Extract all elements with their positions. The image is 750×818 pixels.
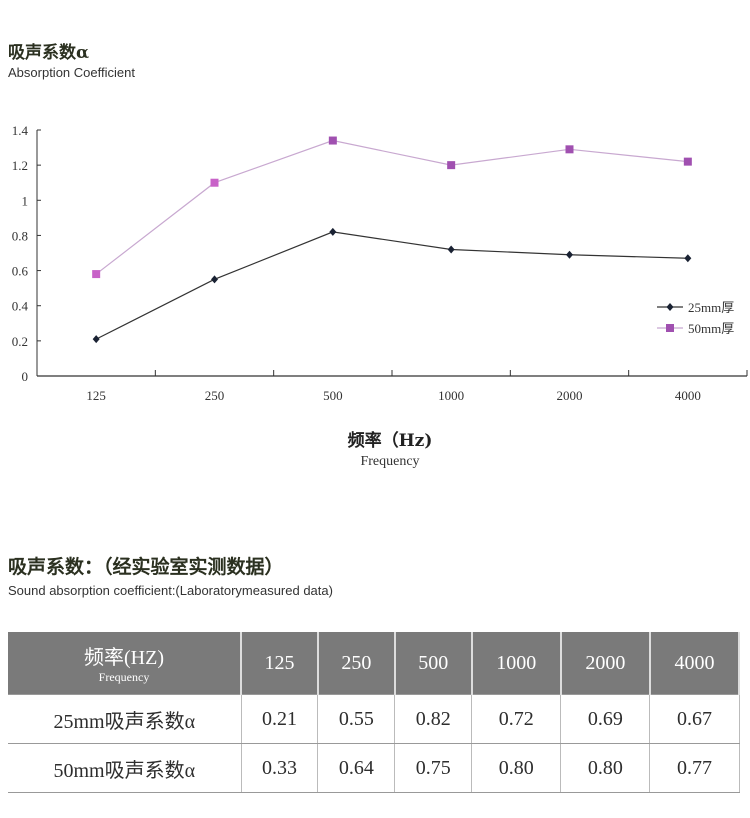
cell: 0.55	[317, 694, 396, 744]
col-header: 250	[317, 632, 396, 695]
absorption-chart: 0 0.2 0.4 0.6 0.8 1 1.2 1.4 125 250 500 1000 2000 400…	[12, 123, 748, 469]
x-axis-label-en: Frequency	[360, 454, 419, 469]
y-tick-label: 0.8	[12, 228, 28, 243]
data-point	[447, 245, 455, 254]
data-point	[683, 157, 692, 166]
col-header: 4000	[649, 632, 741, 695]
data-point	[328, 136, 337, 145]
y-tick-label: 1	[22, 193, 29, 208]
x-tick-label: 250	[205, 388, 225, 403]
y-tick-label: 0.2	[12, 334, 28, 349]
data-point	[684, 254, 692, 263]
absorption-table: 频率(HZ) Frequency 125 250 500 1000 2000 4…	[8, 632, 741, 793]
data-point	[210, 178, 219, 187]
x-tick-label: 4000	[675, 388, 701, 403]
header-label-en: Frequency	[98, 670, 150, 684]
cell: 0.82	[394, 694, 473, 744]
x-tick-label: 125	[86, 388, 106, 403]
header-label: 频率(HZ)	[84, 647, 164, 669]
data-point	[566, 250, 573, 259]
col-header: 500	[394, 632, 473, 695]
x-axis-label: 频率（Hz)	[348, 430, 433, 451]
cell: 0.64	[317, 743, 396, 793]
cell: 0.67	[649, 694, 740, 744]
x-tick-label: 500	[323, 388, 343, 403]
table-row: 25mm吸声系数α 0.21 0.55 0.82 0.72 0.69 0.67	[8, 694, 740, 744]
legend-label: 50mm厚	[688, 321, 734, 336]
series-line-25mm厚	[95, 231, 688, 340]
legend-label: 25mm厚	[688, 300, 734, 315]
row-label: 25mm吸声系数α	[8, 694, 242, 744]
y-tick-label: 0.6	[12, 264, 29, 279]
cell: 0.72	[471, 694, 562, 744]
x-tick-label: 1000	[438, 388, 464, 403]
cell: 0.69	[560, 694, 651, 744]
cell: 0.75	[394, 743, 473, 793]
cell: 0.33	[241, 743, 319, 793]
col-header: 1000	[471, 632, 562, 695]
data-point	[565, 145, 574, 154]
data-point	[211, 275, 218, 284]
data-point	[92, 335, 100, 344]
legend-marker	[666, 324, 674, 332]
chart-title: 吸声系数α	[8, 43, 90, 63]
cell: 0.80	[471, 743, 562, 793]
row-label: 50mm吸声系数α	[8, 743, 242, 793]
series-line-50mm厚	[95, 139, 688, 275]
y-tick-label: 0.4	[12, 299, 29, 314]
y-tick-label: 1.4	[12, 123, 29, 138]
y-tick-label: 0	[22, 369, 29, 384]
table-row: 50mm吸声系数α 0.33 0.64 0.75 0.80 0.80 0.77	[8, 743, 740, 793]
legend-marker	[666, 303, 674, 311]
table-title: 吸声系数：（经实验室实测数据）	[8, 556, 284, 578]
cell: 0.21	[241, 694, 319, 744]
table-subtitle: Sound absorption coefficient:(Laboratory…	[8, 583, 333, 598]
data-point	[447, 161, 456, 170]
y-tick-label: 1.2	[12, 158, 28, 173]
table-header-row: 频率(HZ) Frequency 125 250 500 1000 2000 4…	[8, 632, 741, 695]
col-header: 2000	[560, 632, 651, 695]
cell: 0.80	[560, 743, 651, 793]
chart-subtitle: Absorption Coefficient	[8, 65, 135, 80]
header-frequency: 频率(HZ) Frequency	[8, 632, 242, 695]
data-point	[329, 227, 337, 236]
x-tick-label: 2000	[557, 388, 583, 403]
col-header: 125	[241, 632, 319, 695]
data-point	[92, 270, 101, 279]
cell: 0.77	[649, 743, 740, 793]
